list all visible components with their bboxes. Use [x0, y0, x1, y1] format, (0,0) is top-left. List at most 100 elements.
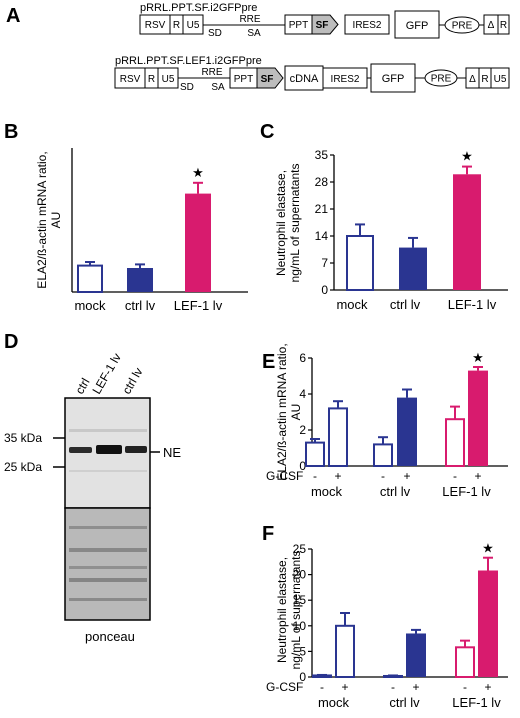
y-axis-label: ELA2/ß-actin mRNA ratio,AU — [275, 343, 303, 480]
category-label: LEF-1 lv — [448, 297, 497, 312]
group-label: ctrl lv — [389, 695, 420, 710]
category-label: ctrl lv — [390, 297, 421, 312]
bar-e-1-0 — [373, 443, 393, 467]
construct-1-ppt: PPT — [289, 20, 308, 31]
blot-membrane-ponceau — [64, 507, 151, 621]
construct-2-ires2: IRES2 — [331, 74, 360, 85]
western-blot: ctrl LEF-1 lv ctrl lv 35 kDa 25 kDa NE p… — [4, 351, 181, 644]
construct-1-gfp: GFP — [406, 20, 429, 32]
ne-band-label: NE — [163, 445, 181, 460]
gcsf-level-label: - — [463, 680, 467, 694]
ponceau-band-4 — [69, 578, 147, 582]
bar-e-1-1 — [397, 397, 417, 466]
y-tick-label: 35 — [315, 148, 329, 162]
ponceau-band-3 — [69, 566, 147, 569]
construct-2-title: pRRL.PPT.SF.LEF1.i2GFPpre — [115, 55, 262, 67]
group-label: mock — [311, 484, 343, 499]
category-label: mock — [74, 298, 106, 313]
gcsf-level-label: - — [391, 680, 395, 694]
y-tick-label: 2 — [299, 423, 306, 437]
construct-2-cdna: cDNA — [290, 73, 319, 85]
panel-label-e: E — [262, 351, 275, 373]
significance-star: ★ — [482, 541, 494, 556]
ponceau-band-2 — [69, 548, 147, 552]
construct-1-sa: SA — [247, 28, 261, 39]
gcsf-level-label: + — [341, 680, 348, 694]
y-tick-label: 21 — [315, 202, 329, 216]
y-tick-label: 10 — [293, 619, 307, 633]
construct-1: pRRL.PPT.SF.i2GFPpre RSV R U5 SD RRE SA … — [139, 2, 510, 39]
band-faint-2 — [69, 470, 147, 472]
bar-c-1 — [399, 247, 427, 290]
construct-2-sa: SA — [211, 82, 225, 93]
gcsf-level-label: + — [334, 469, 341, 483]
band-faint-1 — [69, 429, 147, 432]
gcsf-level-label: - — [313, 469, 317, 483]
construct-2: pRRL.PPT.SF.LEF1.i2GFPpre RSV R U5 SD RR… — [114, 55, 510, 93]
construct-1-rsv: RSV — [145, 20, 166, 31]
category-label: mock — [336, 297, 368, 312]
gcsf-label: G-CSF — [266, 469, 303, 483]
y-tick-label: 20 — [293, 568, 307, 582]
band-ne-lane-3 — [125, 446, 147, 453]
marker-25kda: 25 kDa — [4, 460, 42, 474]
construct-2-r2: R — [481, 74, 488, 85]
construct-1-sd: SD — [208, 28, 222, 39]
gcsf-level-label: + — [403, 469, 410, 483]
construct-2-u5b: U5 — [494, 74, 507, 85]
ponceau-band-1 — [69, 526, 147, 529]
lane-label-1: ctrl — [72, 376, 92, 397]
bar-c-0 — [346, 235, 374, 291]
category-label: LEF-1 lv — [174, 298, 223, 313]
construct-2-sd: SD — [180, 82, 194, 93]
construct-1-r: R — [173, 20, 180, 31]
bar-f-0-1 — [335, 624, 355, 678]
construct-2-u5: U5 — [162, 74, 175, 85]
band-ne-lane-2 — [96, 445, 122, 454]
construct-2-delta: Δ — [469, 74, 476, 85]
significance-star: ★ — [461, 149, 473, 164]
marker-35kda: 35 kDa — [4, 431, 42, 445]
construct-1-delta: Δ — [488, 20, 495, 31]
construct-1-ires2: IRES2 — [353, 20, 382, 31]
construct-1-u5: U5 — [187, 20, 200, 31]
construct-2-rsv: RSV — [120, 74, 141, 85]
bar-b-0 — [77, 264, 103, 294]
panel-label-b: B — [4, 121, 18, 143]
ponceau-band-5 — [69, 598, 147, 601]
y-tick-label: 14 — [315, 229, 329, 243]
bar-e-2-0 — [445, 418, 465, 468]
panel-label-a: A — [6, 5, 20, 27]
y-tick-label: 6 — [299, 351, 306, 365]
y-tick-label: 0 — [299, 459, 306, 473]
bar-b-2 — [185, 193, 211, 292]
construct-1-r2: R — [500, 20, 507, 31]
bar-e-0-1 — [328, 407, 348, 467]
construct-1-title: pRRL.PPT.SF.i2GFPpre — [140, 2, 257, 14]
construct-1-r2-box — [497, 14, 510, 35]
y-tick-label: 0 — [321, 283, 328, 297]
group-label: LEF-1 lv — [452, 695, 501, 710]
bar-f-2-0 — [455, 646, 475, 679]
chart-c-elastase-protein: 0 7 14 21 28 35 Neutrophil elastase,ng/mL of s… — [274, 148, 508, 312]
chart-b-elastase-mrna: ELA2/ß-actin mRNA ratio,AU ★ mock ctrl lv LE… — [35, 148, 248, 313]
construct-2-u5b-box — [490, 67, 510, 89]
construct-2-sf-arrow — [256, 67, 284, 89]
construct-2-r: R — [148, 74, 155, 85]
y-tick-label: 15 — [293, 593, 307, 607]
group-label: ctrl lv — [380, 484, 411, 499]
bar-c-2 — [453, 174, 481, 290]
gcsf-level-label: - — [381, 469, 385, 483]
ponceau-label: ponceau — [85, 629, 135, 644]
significance-star: ★ — [192, 165, 204, 180]
construct-2-gfp: GFP — [382, 73, 405, 85]
bar-e-2-1 — [468, 370, 488, 466]
construct-1-pre: PRE — [452, 21, 473, 32]
gcsf-level-label: - — [453, 469, 457, 483]
construct-2-rre: RRE — [201, 67, 222, 78]
construct-2-sf: SF — [261, 74, 274, 85]
gcsf-label: G-CSF — [266, 680, 303, 694]
y-axis-label: Neutrophil elastase,ng/mL of supernatant… — [275, 551, 303, 670]
construct-1-rre: RRE — [239, 14, 260, 25]
